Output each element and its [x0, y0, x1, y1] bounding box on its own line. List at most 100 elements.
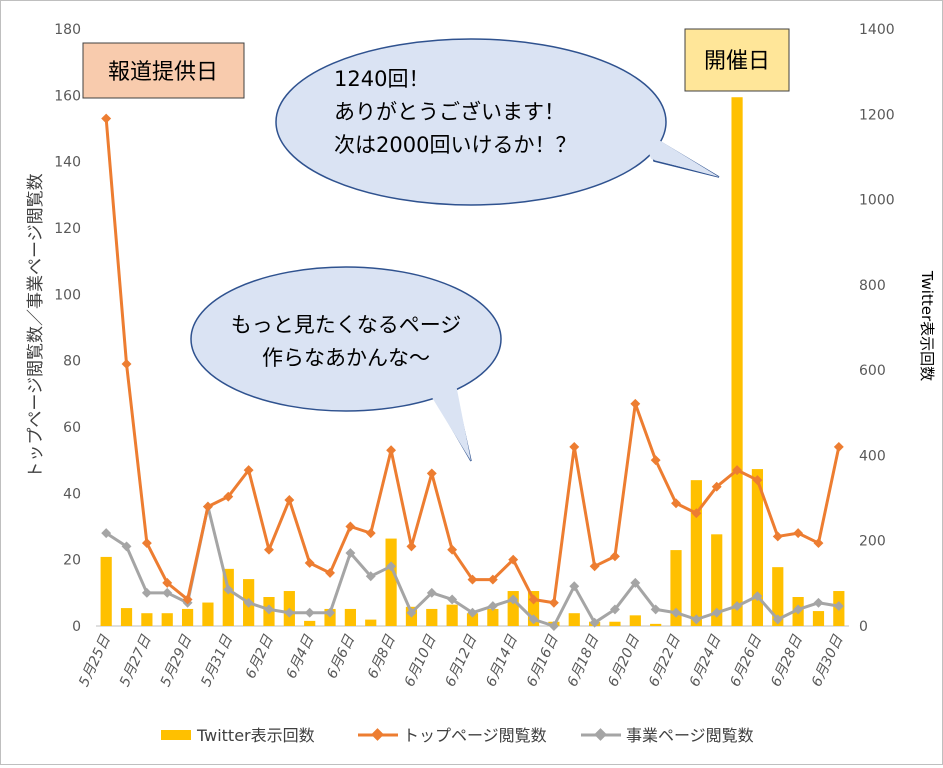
series-point: [833, 441, 844, 452]
bar: [222, 568, 234, 626]
x-tick-label: 6月6日: [324, 632, 358, 681]
right-tick-label: 0: [859, 619, 868, 635]
series-point: [325, 607, 335, 618]
series-point: [752, 591, 763, 602]
series-point: [182, 594, 193, 605]
bar: [568, 613, 580, 626]
bar: [365, 619, 377, 626]
series-point: [813, 538, 824, 549]
bubble2-line2: 作らなあかんな～: [262, 346, 430, 370]
bar: [161, 613, 173, 626]
series-point: [630, 398, 641, 409]
x-tick-label: 6月2日: [243, 632, 277, 681]
series-point: [610, 604, 620, 615]
x-tick-label: 5月31日: [198, 632, 236, 689]
x-tick-label: 6月26日: [727, 632, 765, 689]
series-point: [467, 574, 478, 585]
series-point: [772, 614, 783, 625]
bar: [385, 538, 397, 626]
series-point: [121, 541, 132, 552]
left-tick-label: 180: [54, 22, 81, 38]
bar: [527, 591, 540, 626]
speech-bubble-2: もっと見たくなるページ 作らなあかんな～: [190, 266, 502, 462]
series-point: [243, 465, 254, 476]
left-tick-label: 0: [72, 619, 81, 635]
x-tick-label: 6月28日: [768, 632, 806, 689]
series-point: [793, 604, 804, 615]
bar: [141, 613, 153, 626]
right-tick-label: 1400: [859, 22, 895, 38]
bar: [731, 97, 743, 626]
series-point: [325, 567, 335, 578]
x-tick-label: 6月22日: [646, 632, 684, 689]
bubble1-line2: ありがとうございます！: [334, 100, 565, 124]
legend-swatch-business: [581, 728, 621, 741]
bar: [426, 608, 438, 626]
left-tick-label: 160: [54, 88, 81, 104]
series-point: [732, 601, 743, 612]
x-tick-label: 6月20日: [605, 632, 643, 689]
series-point: [447, 594, 458, 605]
right-tick-label: 200: [859, 534, 886, 550]
left-tick-label: 120: [54, 221, 81, 237]
x-tick-label: 6月30日: [809, 632, 847, 689]
right-tick-label: 800: [859, 278, 886, 294]
event-day-callout: 開催日: [684, 28, 790, 92]
bar: [202, 602, 214, 626]
x-tick-label: 6月14日: [483, 632, 521, 689]
series-point: [793, 528, 804, 539]
series-point: [101, 528, 112, 539]
series-point: [650, 604, 661, 615]
bar: [466, 613, 479, 626]
bar: [120, 608, 133, 626]
left-tick-label: 40: [63, 486, 81, 502]
left-tick-label: 100: [54, 287, 81, 303]
series-point: [833, 601, 844, 612]
series-point: [121, 359, 132, 369]
x-tick-label: 6月8日: [365, 632, 399, 681]
x-tick-label: 5月29日: [158, 632, 196, 689]
x-tick-label: 6月10日: [402, 632, 440, 689]
series-point: [671, 498, 681, 509]
series-point: [508, 554, 519, 565]
legend-label-business: 事業ページ閲覧数: [626, 726, 754, 745]
series-point: [223, 491, 234, 502]
bubble2-line1: もっと見たくなるページ: [231, 313, 462, 337]
legend-swatch-top: [358, 728, 398, 741]
series-point: [304, 607, 315, 618]
series-point: [264, 604, 274, 615]
right-tick-label: 400: [859, 448, 886, 464]
speech-bubble-1: 1240回！ ありがとうございます！ 次は2000回いけるか！？: [275, 38, 720, 206]
series-point: [569, 581, 580, 592]
series-point: [304, 558, 315, 568]
series-point: [650, 455, 661, 466]
x-tick-label: 5月25日: [76, 632, 114, 689]
series-point: [345, 521, 356, 532]
bubble1-line3: 次は2000回いけるか！？: [334, 133, 576, 157]
series-point: [508, 594, 519, 605]
bar: [711, 534, 723, 626]
right-tick-label: 1000: [859, 193, 895, 209]
series-point: [243, 597, 254, 608]
bar: [487, 608, 499, 626]
bar: [181, 608, 194, 626]
left-tick-label: 140: [54, 155, 81, 171]
series-point: [691, 508, 702, 519]
series-point: [548, 597, 559, 608]
bar: [772, 567, 784, 626]
series-point: [101, 113, 112, 124]
series-point: [345, 548, 356, 558]
series-point: [284, 495, 295, 505]
bar: [344, 608, 356, 626]
series-point: [162, 577, 173, 588]
series-point: [610, 551, 620, 562]
series-point: [528, 614, 539, 625]
press-release-label: 報道提供日: [108, 60, 218, 85]
series-point: [569, 441, 580, 452]
series-point: [386, 561, 397, 572]
left-axis-ticks: 0 20 40 60 80 100 120 140 160 180: [54, 22, 81, 635]
series-point: [426, 587, 437, 598]
series-point: [589, 561, 600, 572]
